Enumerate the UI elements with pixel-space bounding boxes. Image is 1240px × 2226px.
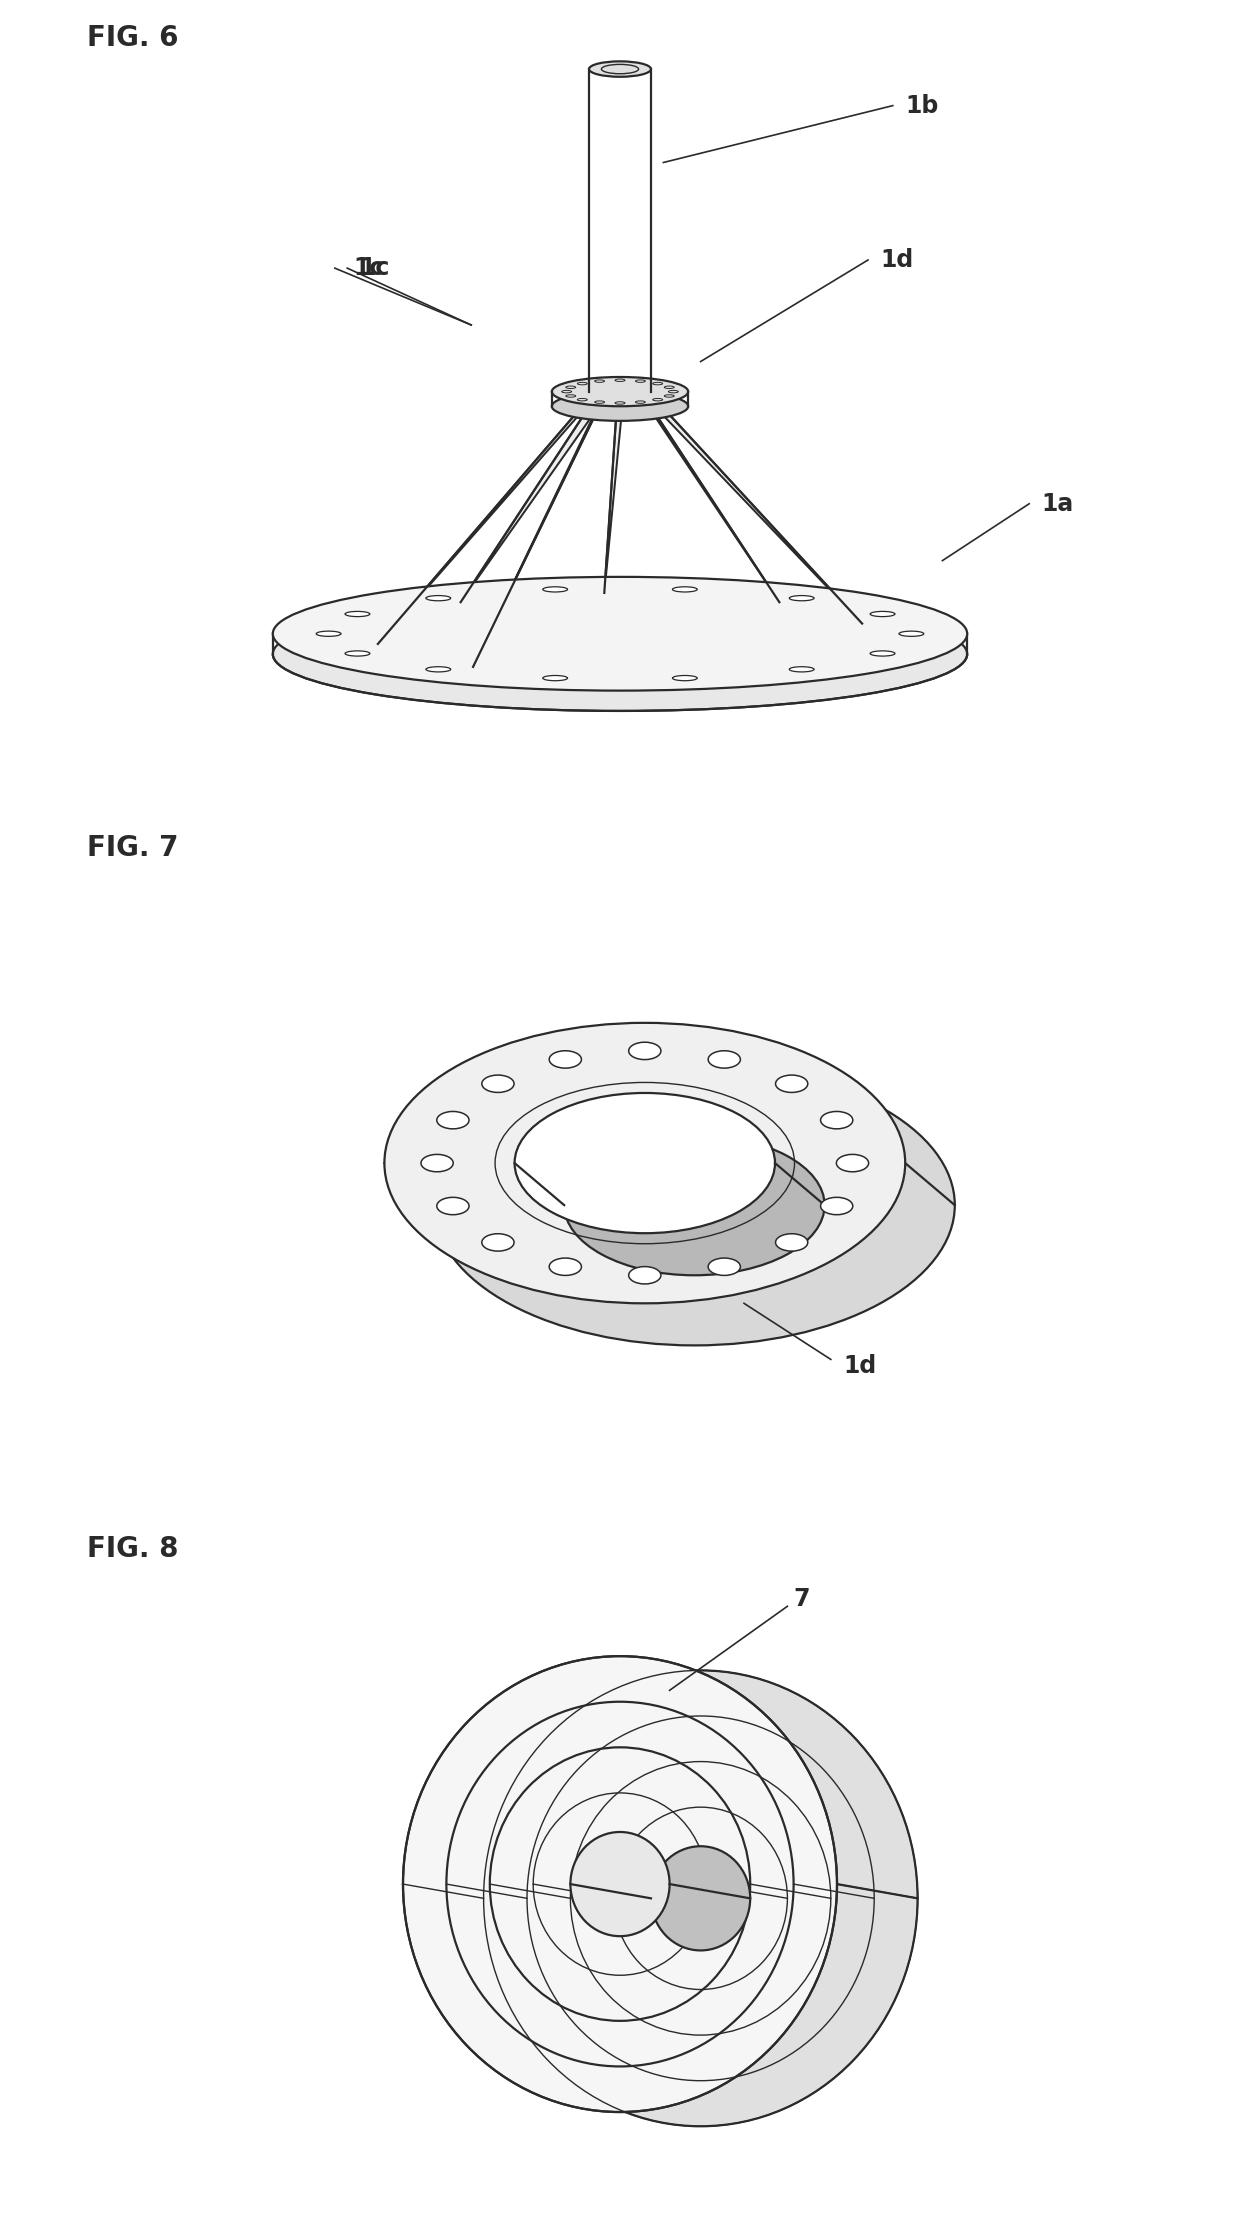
Ellipse shape xyxy=(543,588,568,592)
Text: 1c: 1c xyxy=(353,256,383,280)
Ellipse shape xyxy=(821,1111,853,1129)
Ellipse shape xyxy=(543,674,568,681)
Text: 1d: 1d xyxy=(843,1353,877,1378)
Ellipse shape xyxy=(629,1042,661,1060)
Ellipse shape xyxy=(345,650,370,657)
Polygon shape xyxy=(474,410,596,668)
Ellipse shape xyxy=(564,1135,825,1275)
Text: 1a: 1a xyxy=(1042,492,1074,516)
Ellipse shape xyxy=(549,1258,582,1275)
Ellipse shape xyxy=(708,1051,740,1068)
Ellipse shape xyxy=(482,1233,515,1251)
Ellipse shape xyxy=(434,1064,955,1345)
Ellipse shape xyxy=(484,1670,918,2126)
Ellipse shape xyxy=(436,1198,469,1215)
Ellipse shape xyxy=(672,588,697,592)
Text: FIG. 8: FIG. 8 xyxy=(87,1536,179,1563)
Ellipse shape xyxy=(482,1075,515,1093)
Ellipse shape xyxy=(552,392,688,421)
Polygon shape xyxy=(378,407,587,643)
Ellipse shape xyxy=(836,1155,868,1171)
Polygon shape xyxy=(460,398,603,603)
Ellipse shape xyxy=(775,1233,807,1251)
Polygon shape xyxy=(604,398,622,592)
Polygon shape xyxy=(653,405,862,623)
Ellipse shape xyxy=(436,1111,469,1129)
Ellipse shape xyxy=(425,597,450,601)
Ellipse shape xyxy=(273,597,967,710)
Ellipse shape xyxy=(775,1075,807,1093)
Ellipse shape xyxy=(672,674,697,681)
Ellipse shape xyxy=(403,1656,837,2112)
Text: 1b: 1b xyxy=(905,93,939,118)
Ellipse shape xyxy=(552,376,688,405)
Ellipse shape xyxy=(345,612,370,617)
Ellipse shape xyxy=(790,668,815,672)
Ellipse shape xyxy=(821,1198,853,1215)
Ellipse shape xyxy=(515,1093,775,1233)
Text: FIG. 6: FIG. 6 xyxy=(87,24,179,53)
Ellipse shape xyxy=(570,1832,670,1937)
Ellipse shape xyxy=(384,1022,905,1304)
Ellipse shape xyxy=(899,632,924,637)
Text: 1c: 1c xyxy=(360,256,389,280)
Ellipse shape xyxy=(870,650,895,657)
Text: 1d: 1d xyxy=(880,247,914,272)
Text: FIG. 7: FIG. 7 xyxy=(87,833,179,861)
Polygon shape xyxy=(645,398,780,603)
Ellipse shape xyxy=(589,62,651,76)
Ellipse shape xyxy=(651,1845,750,1950)
Ellipse shape xyxy=(790,597,815,601)
Ellipse shape xyxy=(316,632,341,637)
Ellipse shape xyxy=(549,1051,582,1068)
Ellipse shape xyxy=(870,612,895,617)
Ellipse shape xyxy=(273,577,967,690)
Ellipse shape xyxy=(425,668,450,672)
Text: 7: 7 xyxy=(794,1587,810,1612)
Ellipse shape xyxy=(708,1258,740,1275)
Ellipse shape xyxy=(629,1267,661,1284)
Ellipse shape xyxy=(422,1155,454,1171)
